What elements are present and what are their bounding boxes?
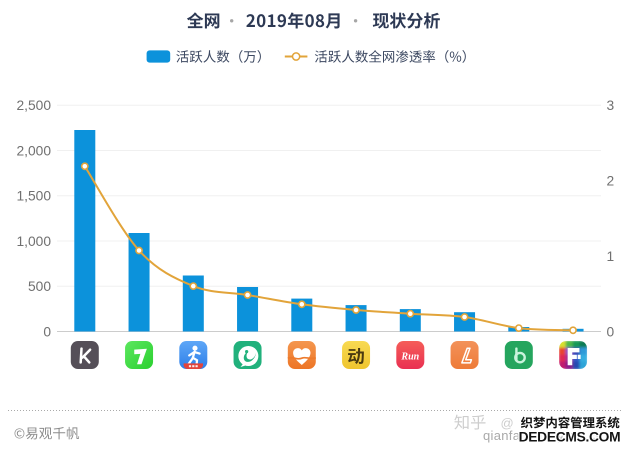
svg-text:2,500: 2,500 — [16, 98, 51, 113]
svg-text:DEDECMS.COM: DEDECMS.COM — [519, 429, 621, 444]
svg-text:0: 0 — [607, 324, 615, 339]
svg-text:2: 2 — [607, 174, 615, 189]
svg-text:1: 1 — [607, 249, 615, 264]
svg-text:500: 500 — [28, 279, 51, 294]
svg-text:3: 3 — [607, 98, 615, 113]
svg-text:@: @ — [501, 416, 514, 431]
svg-text:0: 0 — [43, 324, 51, 339]
svg-text:qianfan.analysys.cn: qianfan.analysys.cn — [483, 428, 603, 443]
svg-text:2,000: 2,000 — [16, 143, 51, 158]
svg-text:1,000: 1,000 — [16, 234, 51, 249]
svg-text:1,500: 1,500 — [16, 189, 51, 204]
svg-text:Run: Run — [400, 352, 419, 363]
